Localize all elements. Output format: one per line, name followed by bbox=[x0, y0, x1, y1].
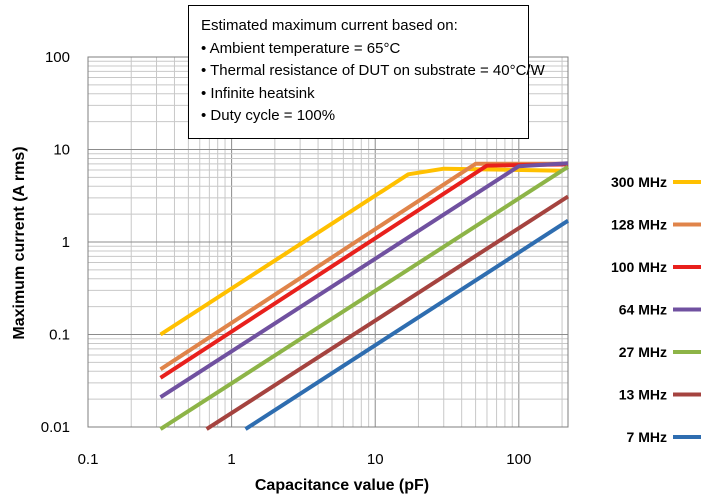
series-line bbox=[244, 219, 570, 431]
series-line bbox=[205, 194, 570, 431]
y-tick-label: 10 bbox=[53, 142, 70, 159]
x-tick-label: 1 bbox=[227, 451, 235, 468]
annotation-item: • Ambient temperature = 65°C bbox=[201, 39, 401, 57]
legend-label: 300 MHz bbox=[611, 174, 667, 190]
series-line bbox=[159, 162, 569, 380]
annotation-item: • Infinite heatsink bbox=[201, 84, 315, 102]
y-tick-label: 100 bbox=[45, 49, 70, 66]
series-layer bbox=[159, 161, 570, 431]
annotation-box: Estimated maximum current based on: • Am… bbox=[188, 5, 545, 139]
y-axis-label: Maximum current (A rms) bbox=[11, 146, 28, 339]
x-tick-label: 10 bbox=[367, 451, 384, 468]
x-tick-labels: 0.1 1 10 100 bbox=[78, 451, 532, 468]
legend-label: 13 MHz bbox=[619, 387, 667, 403]
x-tick-label: 0.1 bbox=[78, 451, 99, 468]
y-tick-label: 1 bbox=[62, 234, 70, 251]
legend-label: 100 MHz bbox=[611, 259, 667, 275]
y-tick-label: 0.01 bbox=[41, 419, 70, 436]
y-tick-labels: 0.01 0.1 1 10 100 bbox=[41, 49, 70, 436]
legend-label: 27 MHz bbox=[619, 344, 667, 360]
y-tick-label: 0.1 bbox=[49, 327, 70, 344]
legend-label: 64 MHz bbox=[619, 302, 667, 318]
legend-label: 7 MHz bbox=[627, 429, 667, 445]
series-line bbox=[159, 165, 570, 431]
series-line bbox=[159, 166, 563, 337]
x-tick-label: 100 bbox=[506, 451, 531, 468]
annotation-item: • Duty cycle = 100% bbox=[201, 107, 336, 124]
legend-label: 128 MHz bbox=[611, 217, 667, 233]
legend: 300 MHz 128 MHz 100 MHz 64 MHz 27 MHz 13 MHz 7… bbox=[611, 174, 701, 445]
annotation-item: • Thermal resistance of DUT on substrate… bbox=[201, 62, 545, 79]
annotation-title: Estimated maximum current based on: bbox=[201, 17, 458, 34]
x-axis-label: Capacitance value (pF) bbox=[255, 477, 429, 494]
series-line bbox=[159, 161, 569, 399]
